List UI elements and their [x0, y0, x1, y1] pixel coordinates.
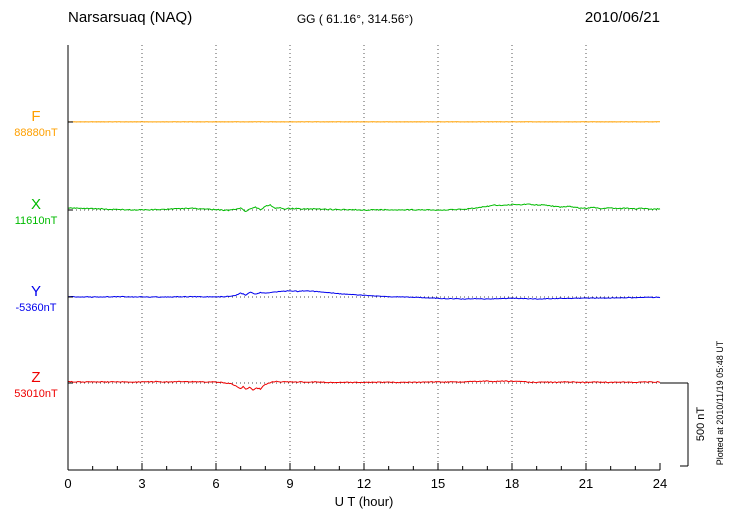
trace-baseline-X: 11610nT — [14, 215, 58, 227]
trace-letter-F: F — [31, 108, 41, 125]
trace-baseline-F: 88880nT — [14, 127, 58, 139]
svg-text:9: 9 — [286, 476, 293, 491]
trace-label-X: X 11610nT — [6, 196, 66, 228]
svg-text:21: 21 — [579, 476, 593, 491]
trace-letter-Z: Z — [31, 369, 41, 386]
svg-text:18: 18 — [505, 476, 519, 491]
trace-label-Z: Z 53010nT — [6, 369, 66, 401]
trace-label-Y: Y -5360nT — [6, 283, 66, 315]
svg-text:3: 3 — [138, 476, 145, 491]
svg-text:6: 6 — [212, 476, 219, 491]
trace-letter-X: X — [30, 196, 41, 213]
x-axis-label: U T (hour) — [334, 494, 394, 509]
plot-date: 2010/06/21 — [584, 9, 660, 26]
trace-letter-Y: Y — [30, 283, 41, 300]
svg-text:0: 0 — [64, 476, 71, 491]
station-title: Narsarsuaq (NAQ) — [68, 9, 193, 26]
trace-baseline-Z: 53010nT — [14, 388, 58, 400]
plotted-at-note: Plotted at 2010/11/19 05:48 UT — [715, 340, 725, 466]
svg-text:12: 12 — [357, 476, 371, 491]
scale-bar-label: 500 nT — [695, 406, 707, 442]
geographic-coordinates: GG ( 61.16°, 314.56°) — [296, 12, 414, 26]
svg-text:24: 24 — [653, 476, 667, 491]
trace-baseline-Y: -5360nT — [15, 302, 57, 314]
trace-label-F: F 88880nT — [6, 108, 66, 140]
svg-text:15: 15 — [431, 476, 445, 491]
